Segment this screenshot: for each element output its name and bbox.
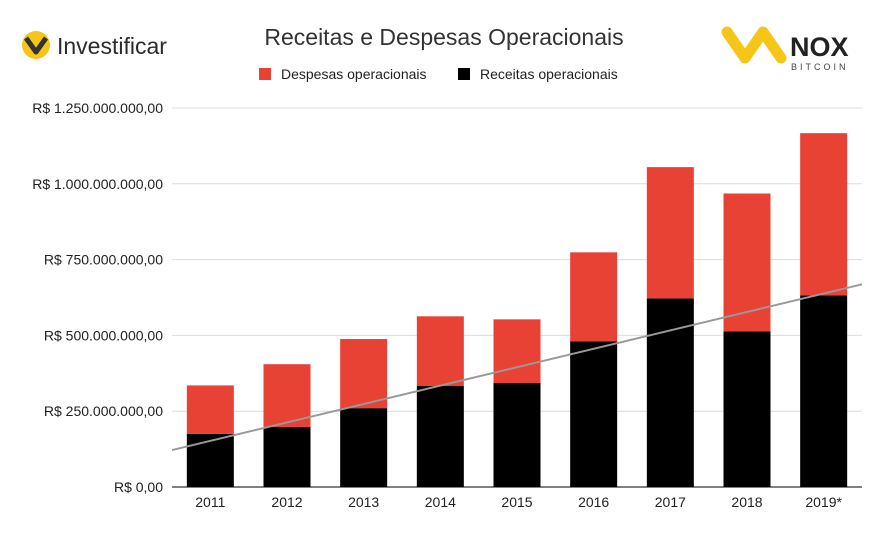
bar-despesas <box>493 319 541 384</box>
bar-despesas <box>800 133 848 296</box>
x-tick-label: 2018 <box>731 494 762 510</box>
bar-receitas <box>186 433 234 487</box>
x-tick-label: 2013 <box>348 494 379 510</box>
nox-logo-icon <box>721 26 787 64</box>
trendline <box>171 283 863 452</box>
nox-logo-text: NOX <box>790 32 849 62</box>
bar-receitas <box>340 408 388 487</box>
bar-receitas <box>493 383 541 487</box>
bar-despesas <box>723 193 771 332</box>
bar-despesas <box>340 339 388 409</box>
x-tick-label: 2014 <box>425 494 456 510</box>
bar-receitas <box>263 426 311 487</box>
y-tick-label: R$ 1.250.000.000,00 <box>32 100 163 116</box>
bar-receitas <box>800 295 848 487</box>
investificar-logo: Investificar <box>22 31 167 59</box>
legend-label-receitas: Receitas operacionais <box>480 66 618 82</box>
y-tick-label: R$ 750.000.000,00 <box>44 252 163 268</box>
bar-receitas <box>570 341 618 487</box>
legend-swatch-despesas <box>259 68 271 80</box>
investificar-logo-text: Investificar <box>57 33 167 59</box>
bar-receitas <box>416 386 464 487</box>
x-tick-label: 2011 <box>195 494 225 510</box>
investificar-logo-icon <box>22 31 50 59</box>
y-tick-label: R$ 0,00 <box>114 479 163 495</box>
x-tick-label: 2017 <box>655 494 686 510</box>
y-tick-label: R$ 250.000.000,00 <box>44 403 163 419</box>
bar-despesas <box>646 167 694 299</box>
x-tick-label: 2012 <box>271 494 302 510</box>
y-tick-label: R$ 1.000.000.000,00 <box>32 176 163 192</box>
nox-bitcoin-logo: NOX BITCOIN <box>721 26 849 72</box>
x-tick-label: 2015 <box>501 494 532 510</box>
legend-swatch-receitas <box>458 68 470 80</box>
chart-title: Receitas e Despesas Operacionais <box>264 24 623 50</box>
legend-label-despesas: Despesas operacionais <box>281 66 427 82</box>
bar-receitas <box>723 331 771 487</box>
bar-despesas <box>416 316 464 387</box>
bar-despesas <box>186 385 234 434</box>
chart-legend: Despesas operacionais Receitas operacion… <box>259 66 618 82</box>
x-tick-label: 2019* <box>805 494 842 510</box>
bar-despesas <box>570 252 618 342</box>
y-tick-label: R$ 500.000.000,00 <box>44 327 163 343</box>
x-tick-label: 2016 <box>578 494 609 510</box>
bar-despesas <box>263 364 311 427</box>
nox-logo-subtext: BITCOIN <box>791 62 849 72</box>
